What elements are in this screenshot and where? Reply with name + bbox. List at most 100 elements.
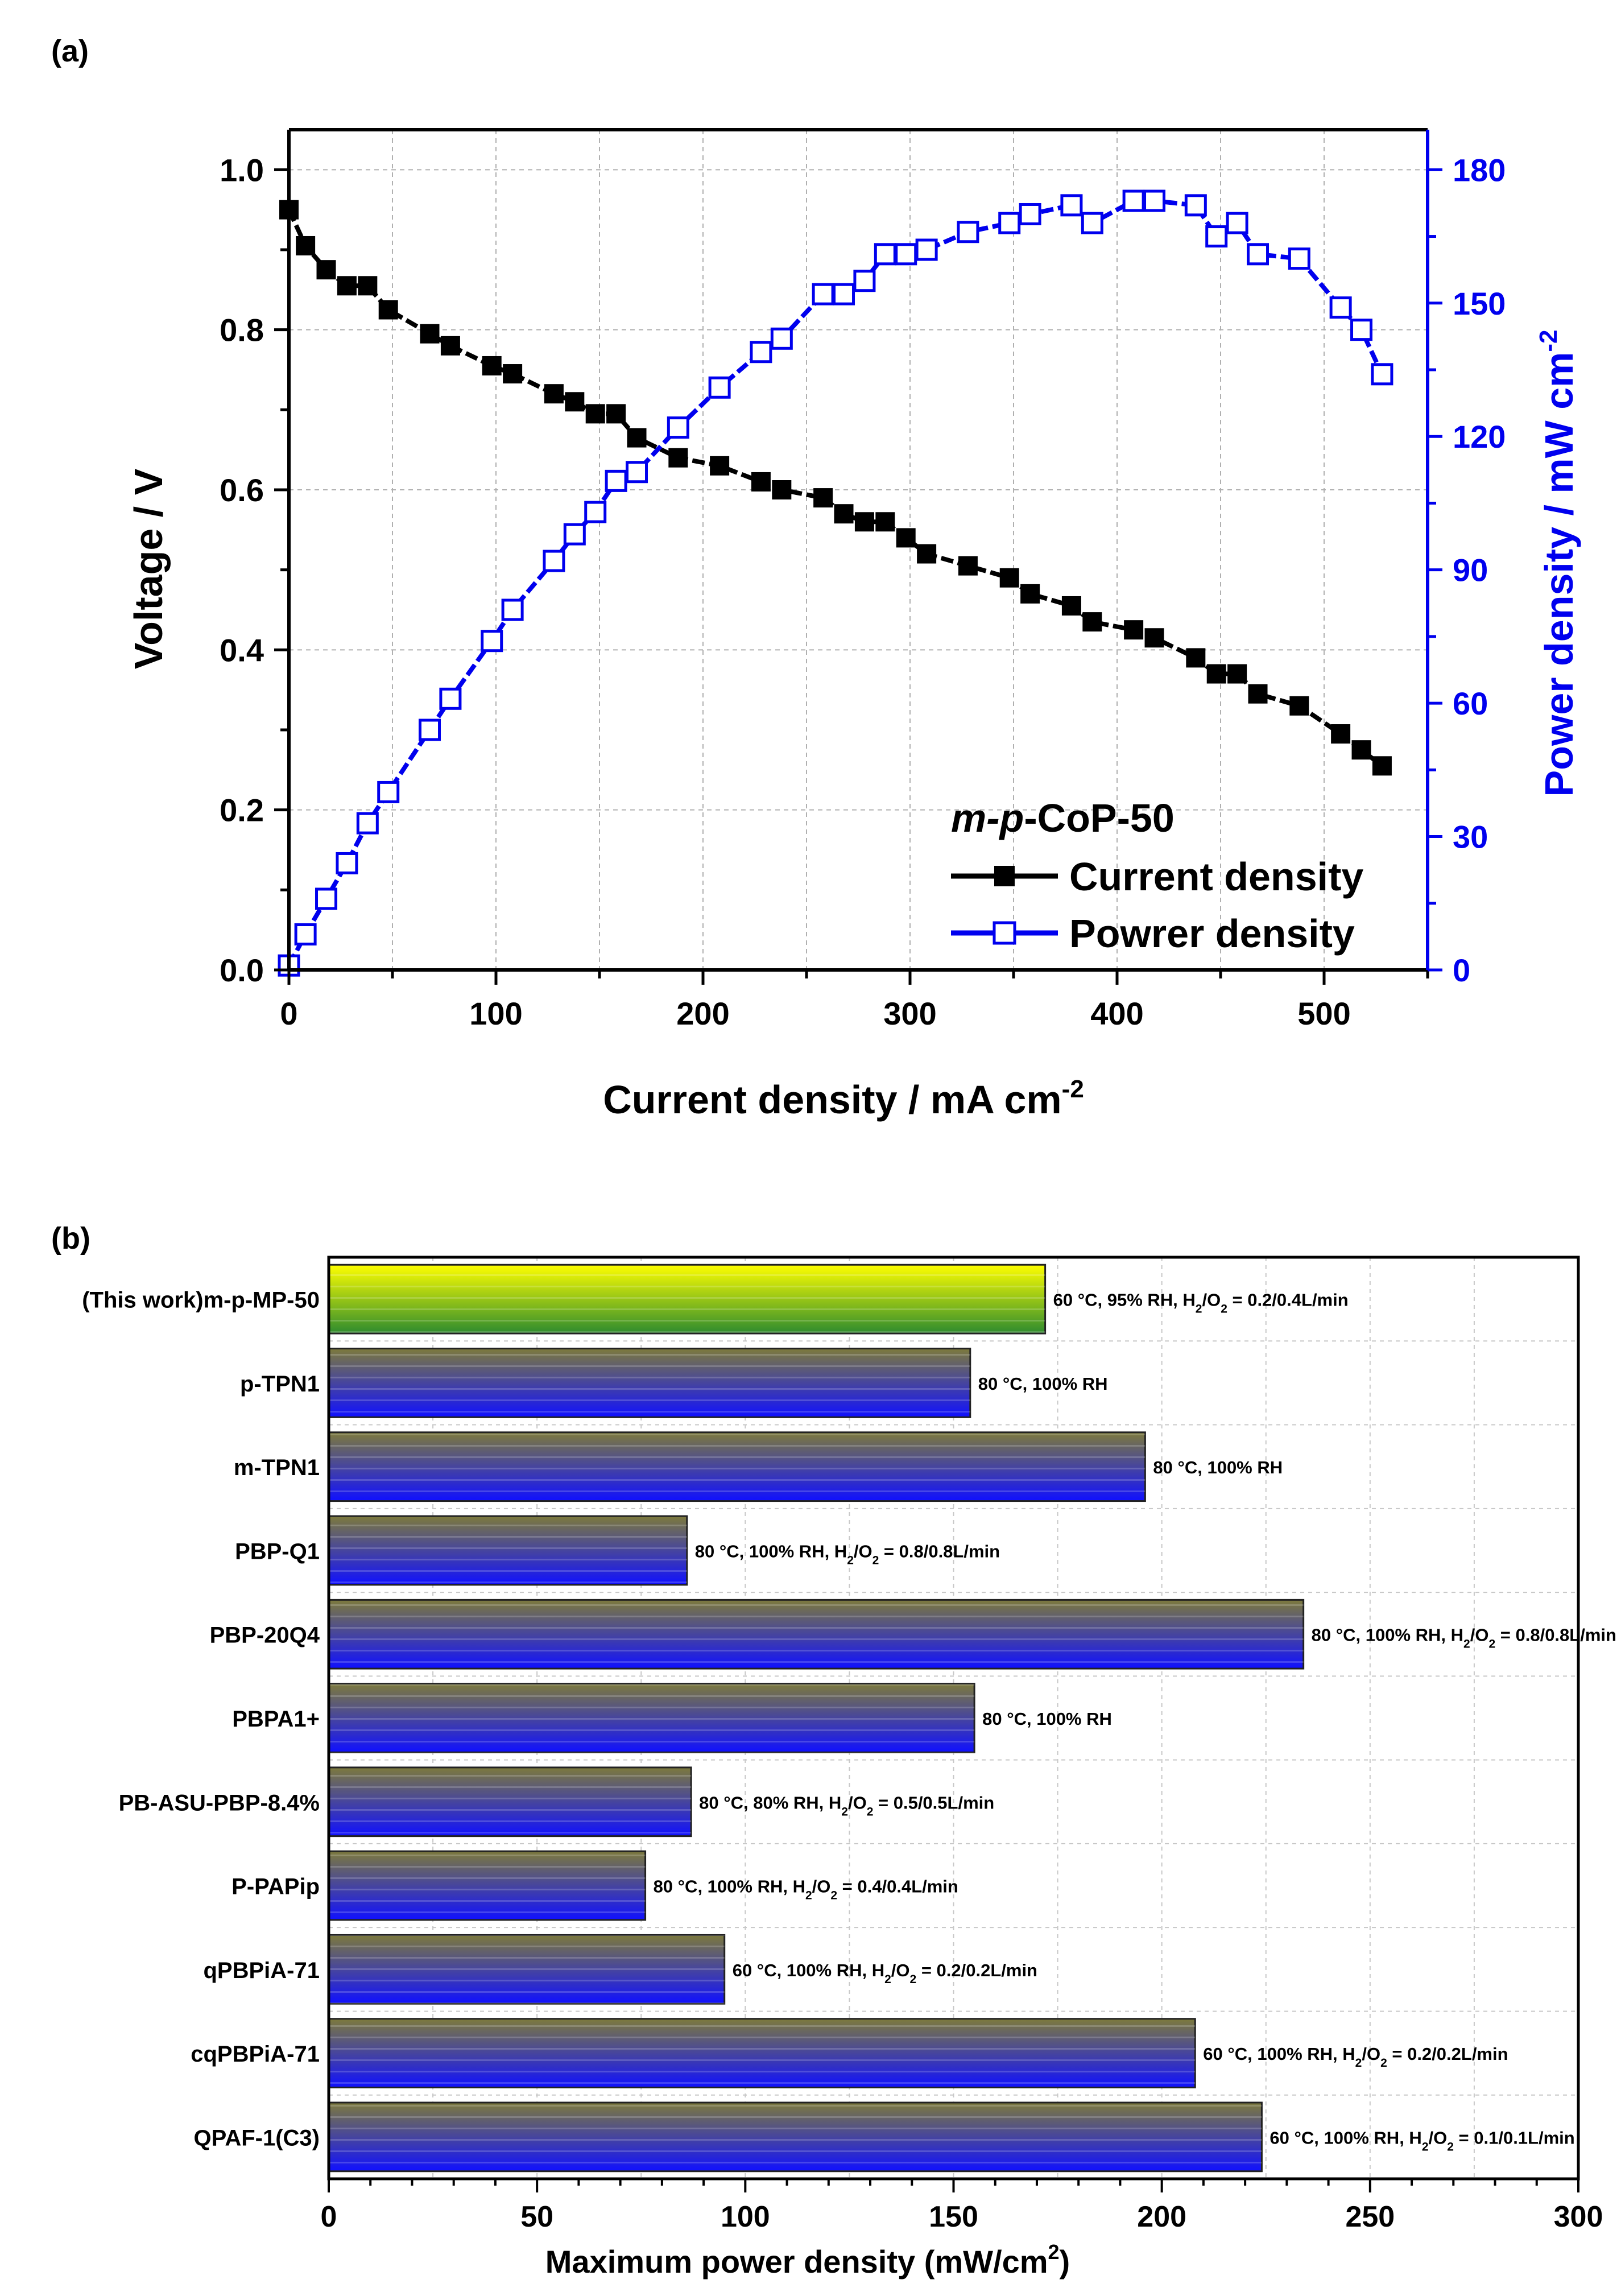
- a-y-tick-label-right: 60: [1453, 686, 1488, 721]
- b-x-tick-label: 0: [321, 2200, 337, 2233]
- panel-a-y-label-right-sup: -2: [1535, 330, 1562, 352]
- a-y-tick-label-right: 180: [1453, 152, 1506, 188]
- bar-annotation: 80 °C, 80% RH, H2/O2 = 0.5/0.5L/min: [699, 1793, 994, 1818]
- annotation-main: 60 °C, 100% RH, H: [733, 1960, 884, 1980]
- panel-a-y-label-right-text: Power density / mW cm: [1537, 352, 1581, 797]
- panel-a-label: (a): [51, 34, 89, 68]
- point-power: [1122, 189, 1145, 212]
- bar-annotation: 80 °C, 100% RH, H2/O2 = 0.8/0.8L/min: [695, 1541, 1000, 1567]
- point-voltage: [875, 512, 895, 532]
- point-voltage: [503, 364, 523, 384]
- series-line-power: [287, 199, 1384, 967]
- point-power: [439, 687, 462, 710]
- annotation-main: 60 °C, 95% RH, H: [1053, 1290, 1196, 1310]
- panel-a-series: [278, 189, 1393, 977]
- annotation-sub: 2: [1447, 2140, 1454, 2153]
- bar-stripes: [329, 1935, 725, 2004]
- bar-stripes: [329, 1348, 970, 1418]
- annotation-sub: 2: [830, 1889, 837, 1902]
- annotation-main: 80 °C, 100% RH: [978, 1374, 1108, 1394]
- point-power: [1350, 319, 1373, 341]
- category-label: PBP-Q1: [235, 1539, 320, 1564]
- bar-annotation: 80 °C, 100% RH, H2/O2 = 0.4/0.4L/min: [654, 1877, 958, 1902]
- legend-label-power: Powrer density: [1069, 911, 1355, 956]
- legend-marker-power: [993, 921, 1016, 945]
- point-power: [874, 243, 896, 266]
- panel-a-y-label-left: Voltage / V: [126, 468, 171, 669]
- bar-stripes: [329, 1265, 1045, 1334]
- panel-b-label: (b): [51, 1221, 90, 1256]
- point-voltage: [813, 488, 833, 508]
- panel-b-x-label-end: ): [1060, 2244, 1070, 2280]
- category-label: (This work)m-p-MP-50: [82, 1288, 320, 1313]
- point-power: [1184, 194, 1207, 217]
- point-power: [1060, 194, 1083, 217]
- point-voltage: [917, 544, 937, 564]
- annotation-sub: 2: [805, 1889, 812, 1902]
- point-power: [294, 923, 317, 945]
- point-voltage: [668, 448, 688, 468]
- panel-b-x-label: Maximum power density (mW/cm2): [545, 2240, 1070, 2280]
- annotation-main: 80 °C, 80% RH, H: [699, 1793, 841, 1812]
- point-voltage: [440, 336, 460, 356]
- point-voltage: [1206, 664, 1226, 684]
- annotation-sub: 2: [1380, 2057, 1387, 2070]
- b-x-tick-label: 200: [1137, 2200, 1186, 2233]
- point-power: [356, 812, 379, 835]
- annotation-end: = 0.2/0.2L/min: [916, 1960, 1037, 1980]
- a-y-tick-label-right: 30: [1453, 819, 1488, 855]
- annotation-mid: /O: [1362, 2044, 1380, 2064]
- legend-title: m-p-CoP-50: [951, 796, 1175, 840]
- point-voltage: [565, 392, 585, 412]
- point-power: [1288, 247, 1310, 270]
- annotation-end: = 0.8/0.8L/min: [879, 1541, 1000, 1561]
- category-label: PBP-20Q4: [210, 1623, 320, 1648]
- point-power: [895, 243, 917, 266]
- a-x-tick-label: 0: [280, 996, 297, 1031]
- panel-a-legend: m-p-CoP-50 Current density Powrer densit…: [951, 796, 1363, 956]
- point-voltage: [296, 236, 316, 255]
- point-voltage: [482, 356, 502, 375]
- bar-annotation: 60 °C, 100% RH, H2/O2 = 0.2/0.2L/min: [733, 1960, 1037, 1986]
- annotation-end: = 0.2/0.4L/min: [1227, 1290, 1349, 1310]
- a-y-tick-label-left: 0.4: [220, 632, 264, 668]
- b-x-tick-label: 50: [520, 2200, 553, 2233]
- annotation-mid: /O: [812, 1877, 831, 1897]
- a-x-tick-label: 300: [883, 996, 936, 1031]
- bar-annotation: 60 °C, 100% RH, H2/O2 = 0.2/0.2L/min: [1203, 2044, 1508, 2070]
- bar-stripes: [329, 1600, 1304, 1669]
- a-x-tick-label: 500: [1297, 996, 1350, 1031]
- bar-annotation: 80 °C, 100% RH, H2/O2 = 0.8/0.8L/min: [1312, 1625, 1616, 1651]
- a-y-tick-label-right: 120: [1453, 419, 1506, 455]
- point-voltage: [958, 556, 978, 576]
- point-power: [563, 523, 586, 546]
- point-power: [750, 341, 772, 364]
- panel-a-x-label-sup: -2: [1062, 1075, 1084, 1103]
- point-power: [1247, 243, 1269, 266]
- category-label: m-TPN1: [234, 1455, 320, 1480]
- annotation-end: = 0.4/0.4L/min: [837, 1877, 958, 1897]
- annotation-mid: /O: [854, 1541, 872, 1561]
- point-power: [1371, 363, 1393, 386]
- series-line-voltage: [287, 208, 1384, 768]
- b-x-tick-label: 250: [1345, 2200, 1395, 2233]
- point-voltage: [1124, 620, 1144, 640]
- a-y-tick-label-left: 0.8: [220, 312, 264, 348]
- b-x-tick-label: 150: [929, 2200, 978, 2233]
- annotation-sub: 2: [1463, 1638, 1470, 1651]
- point-power: [770, 327, 793, 350]
- point-power: [1329, 296, 1352, 319]
- bar-stripes: [329, 1683, 975, 1753]
- point-voltage: [1227, 664, 1247, 684]
- point-voltage: [1144, 628, 1164, 648]
- point-voltage: [1061, 596, 1081, 616]
- panel-a-x-label-text: Current density / mA cm: [603, 1077, 1061, 1122]
- annotation-main: 80 °C, 100% RH, H: [695, 1541, 847, 1561]
- point-voltage: [1331, 724, 1351, 744]
- bar-annotation: 60 °C, 100% RH, H2/O2 = 0.1/0.1L/min: [1269, 2128, 1574, 2153]
- point-voltage: [358, 276, 378, 296]
- point-voltage: [896, 528, 916, 548]
- annotation-end: = 0.8/0.8L/min: [1495, 1625, 1616, 1645]
- point-voltage: [627, 428, 647, 448]
- annotation-sub: 2: [841, 1805, 848, 1818]
